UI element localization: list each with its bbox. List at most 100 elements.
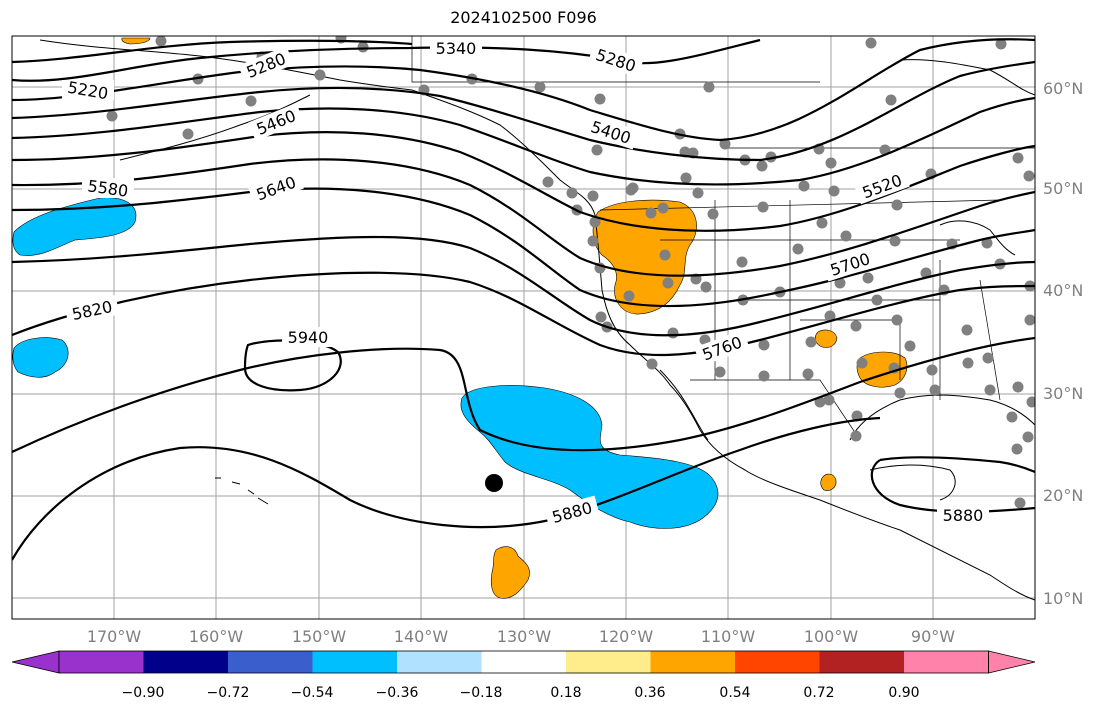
station-dot — [805, 336, 817, 348]
station-dot — [106, 110, 118, 122]
station-dot — [714, 366, 726, 378]
colorbar-segment — [228, 651, 313, 673]
colorbar — [11, 650, 1036, 674]
station-dot — [542, 176, 554, 188]
contour-line — [12, 271, 1035, 357]
colorbar-extend-low — [11, 650, 60, 674]
lon-tick-label: 170°W — [87, 627, 142, 646]
yucatan — [869, 464, 956, 501]
station-dot — [1006, 411, 1018, 423]
station-dot — [891, 199, 903, 211]
lon-tick-label: 150°W — [292, 627, 347, 646]
station-dot — [1012, 381, 1024, 393]
contour-line — [12, 39, 413, 64]
station-dot — [625, 184, 637, 196]
colorbar-tick-label: 0.36 — [634, 685, 665, 701]
station-dot — [680, 172, 692, 184]
station-dot — [862, 272, 874, 284]
positive-anomaly-alaska-top — [121, 37, 151, 45]
alaska-coast — [39, 39, 413, 91]
station-dot — [662, 277, 674, 289]
station-dot — [757, 201, 769, 213]
contour-line — [12, 187, 1035, 308]
station-dot — [802, 368, 814, 380]
station-dot — [995, 38, 1007, 50]
station-dot — [926, 364, 938, 376]
station-dot — [182, 128, 194, 140]
station-dot — [904, 340, 916, 352]
lat-tick-label: 10°N — [1043, 589, 1083, 608]
colorbar-segment — [566, 651, 651, 673]
colorbar-segment — [143, 651, 229, 673]
positive-anomaly-mexico — [820, 473, 837, 491]
colorbar-outline — [58, 650, 989, 674]
colorbar-tick-label: 0.90 — [888, 685, 919, 701]
hawaii — [215, 477, 269, 505]
great-lakes — [939, 220, 1016, 256]
station-dot — [961, 324, 973, 336]
anomaly-fills — [12, 37, 908, 599]
station-dot — [865, 37, 877, 49]
colorbar-tick-label: −0.90 — [122, 685, 165, 701]
contour-line — [12, 38, 1035, 142]
station-dot — [962, 357, 974, 369]
lat-tick-label: 60°N — [1043, 79, 1083, 98]
colorbar-extend-high — [988, 650, 1036, 674]
colorbar-segment — [904, 651, 989, 673]
lon-tick-label: 120°W — [599, 627, 654, 646]
station-dot — [850, 430, 862, 442]
station-dot — [692, 187, 704, 199]
station-dot — [929, 384, 941, 396]
contour-line — [870, 459, 1035, 513]
lon-tick-label: 140°W — [394, 627, 449, 646]
station-dot — [834, 277, 846, 289]
station-dot — [891, 314, 903, 326]
station-dot — [679, 146, 691, 158]
colorbar-tick-labels: −0.90 −0.72 −0.54 −0.36 −0.18 0.18 0.36 … — [122, 685, 920, 701]
lon-tick-label: 100°W — [804, 627, 859, 646]
station-dot — [587, 190, 599, 202]
colorbar-segment — [819, 651, 905, 673]
storm-marker — [485, 474, 503, 492]
colorbar-segment — [59, 651, 144, 673]
station-dot — [657, 202, 669, 214]
station-dot — [871, 294, 883, 306]
station-dot — [894, 387, 906, 399]
positive-anomaly-tropical-pacific — [490, 546, 530, 599]
lon-tick-labels: 170°W 160°W 150°W 140°W 130°W 120°W 110°… — [87, 627, 955, 646]
station-dot — [792, 243, 804, 255]
contour-line — [12, 416, 881, 561]
station-dot — [920, 267, 932, 279]
lon-tick-label: 130°W — [497, 627, 552, 646]
contour-line — [12, 158, 1035, 277]
station-dot — [667, 327, 679, 339]
contour-line — [12, 131, 1035, 232]
station-dot — [534, 81, 546, 93]
colorbar-tick-label: −0.54 — [291, 685, 334, 701]
station-dot — [756, 160, 768, 172]
station-dot — [816, 217, 828, 229]
station-dot — [357, 41, 369, 53]
map-title: 2024102500 F096 — [450, 8, 597, 27]
colorbar-segment — [312, 651, 398, 673]
station-dot — [703, 81, 715, 93]
negative-anomaly-west-pacific — [12, 197, 137, 256]
station-dot — [1014, 497, 1026, 509]
height-contours — [12, 38, 1035, 561]
station-dot — [645, 207, 657, 219]
baja-california — [659, 369, 709, 441]
station-dot — [840, 230, 852, 242]
station-dot — [591, 144, 603, 156]
station-dot — [981, 237, 993, 249]
station-dot — [646, 358, 658, 370]
contour-line — [12, 96, 1035, 186]
station-dot — [623, 290, 635, 302]
lat-tick-labels: 60°N 50°N 40°N 30°N 20°N 10°N — [1043, 79, 1083, 608]
station-dot — [587, 235, 599, 247]
station-dot — [595, 311, 607, 323]
station-dot — [1011, 443, 1023, 455]
colorbar-segment — [735, 651, 820, 673]
station-dot — [825, 157, 837, 169]
contour-line — [12, 60, 1035, 162]
